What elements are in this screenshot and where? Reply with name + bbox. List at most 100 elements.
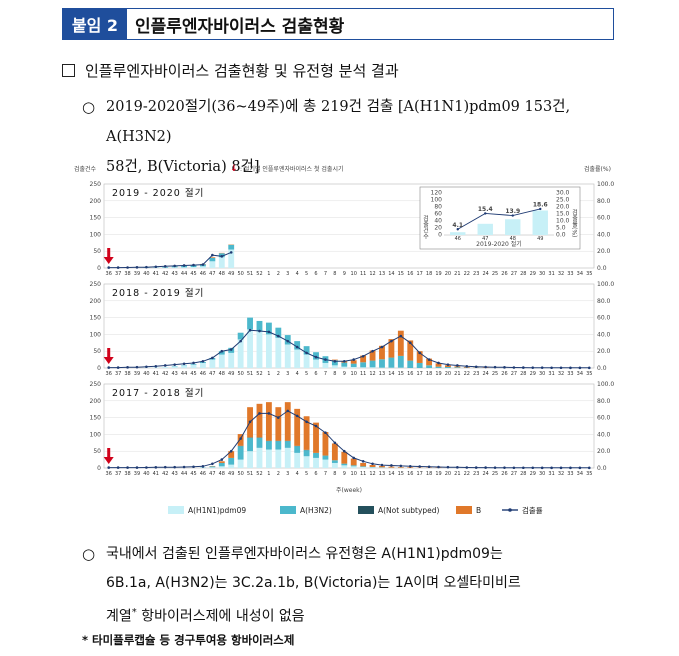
legend-label: 검출률 (522, 505, 543, 515)
x-tick: 40 (143, 371, 149, 377)
rate-point (474, 466, 478, 469)
rate-point (465, 365, 469, 368)
y-left-tick: 200 (90, 198, 102, 205)
rate-point (182, 264, 186, 267)
bar-h1n1 (171, 366, 178, 368)
x-tick: 30 (539, 271, 545, 277)
rate-point (305, 351, 308, 355)
x-tick: 43 (171, 471, 177, 477)
bar-h3n2 (228, 244, 235, 250)
y-right-tick: 0.0 (597, 465, 607, 472)
bar-h1n1 (152, 367, 159, 368)
x-tick: 42 (162, 271, 168, 277)
x-tick: 20 (445, 471, 451, 477)
rate-point (380, 345, 384, 349)
rate-point (399, 334, 403, 338)
x-tick: 29 (530, 271, 536, 277)
legend-swatch (358, 506, 374, 514)
bar-h1n1 (322, 362, 329, 368)
bar-h1n1 (209, 467, 216, 468)
x-tick: 46 (200, 371, 206, 377)
bar-h3n2 (247, 317, 253, 330)
x-tick: 38 (124, 271, 130, 277)
x-tick: 34 (577, 471, 583, 477)
panel-title: 2017 - 2018 절기 (112, 387, 204, 399)
rate-point (192, 361, 195, 365)
bar-h3n2 (379, 359, 385, 368)
x-tick: 43 (171, 371, 177, 377)
y-right-tick: 40.0 (597, 431, 611, 438)
x-tick: 41 (153, 271, 159, 277)
rate-point (182, 465, 186, 469)
x-tick: 9 (343, 471, 346, 477)
bar-h3n2 (350, 363, 357, 367)
rate-point (578, 466, 582, 470)
x-tick: 52 (256, 271, 262, 277)
y-right-tick: 80.0 (597, 198, 611, 205)
inset-rate-label: 18.6 (533, 201, 548, 208)
inset-y-left-tick: 0 (438, 232, 442, 239)
legend-label: A(H3N2) (300, 506, 332, 515)
bar-h3n2 (265, 322, 272, 335)
bar-h1n1 (294, 349, 301, 368)
bar-h3n2 (265, 441, 272, 450)
bar-h3n2 (190, 363, 197, 365)
inset-x-tick: 49 (537, 236, 543, 242)
rate-point (182, 362, 186, 366)
legend-label: A(H1N1)pdm09 (188, 506, 246, 515)
rate-point (380, 463, 384, 467)
x-tick: 32 (558, 471, 564, 477)
inset-frame (419, 186, 581, 250)
panel-title: 2019 - 2020 절기 (112, 187, 204, 199)
inset-y-left-tick: 80 (434, 204, 442, 211)
bar-b (397, 330, 404, 356)
bar-h3n2 (275, 327, 282, 338)
rate-point (163, 465, 167, 469)
bar-b (284, 402, 291, 441)
x-tick: 35 (586, 271, 592, 277)
x-tick: 10 (351, 271, 357, 277)
rate-point (154, 265, 158, 269)
x-tick: 2 (277, 371, 280, 377)
footnote-marker: * (131, 607, 137, 618)
x-tick: 16 (407, 471, 413, 477)
rate-point (277, 416, 280, 419)
inset-rate-line (457, 208, 541, 230)
x-tick: 11 (360, 371, 366, 377)
x-tick: 17 (416, 371, 422, 377)
x-tick: 13 (379, 471, 385, 477)
y-left-tick: 100 (90, 431, 102, 438)
bar-b (397, 466, 404, 468)
bar-b (313, 422, 319, 453)
bar-h3n2 (435, 366, 442, 368)
x-tick: 25 (492, 471, 498, 477)
bar-b (275, 407, 282, 441)
x-tick: 23 (473, 271, 479, 277)
x-tick: 47 (209, 371, 215, 377)
x-tick: 3 (286, 371, 289, 377)
x-tick: 45 (190, 471, 196, 477)
appendix-header: 붙임 2 인플루엔자바이러스 검출현황 (62, 8, 614, 40)
x-tick: 19 (435, 371, 441, 377)
x-tick: 42 (162, 371, 168, 377)
rate-point (258, 329, 261, 333)
inset-rate-label: 15.4 (478, 206, 493, 213)
rate-point (437, 361, 440, 365)
bar-h3n2 (284, 441, 291, 448)
y-left-tick: 100 (90, 231, 102, 238)
x-tick: 30 (539, 371, 545, 377)
x-tick: 12 (369, 271, 375, 277)
rate-point (559, 466, 563, 470)
rate-point (135, 365, 139, 369)
legend-swatch-dot (508, 508, 512, 512)
y-right-tick: 80.0 (597, 298, 611, 305)
bar-h1n1 (360, 367, 367, 368)
rate-point (229, 348, 233, 351)
bar-h1n1 (256, 447, 263, 468)
x-tick: 22 (464, 471, 470, 477)
rate-point (522, 466, 525, 470)
x-tick: 3 (286, 271, 289, 277)
rate-point (107, 366, 111, 369)
bar-h1n1 (369, 367, 376, 368)
bar-b (454, 366, 461, 368)
